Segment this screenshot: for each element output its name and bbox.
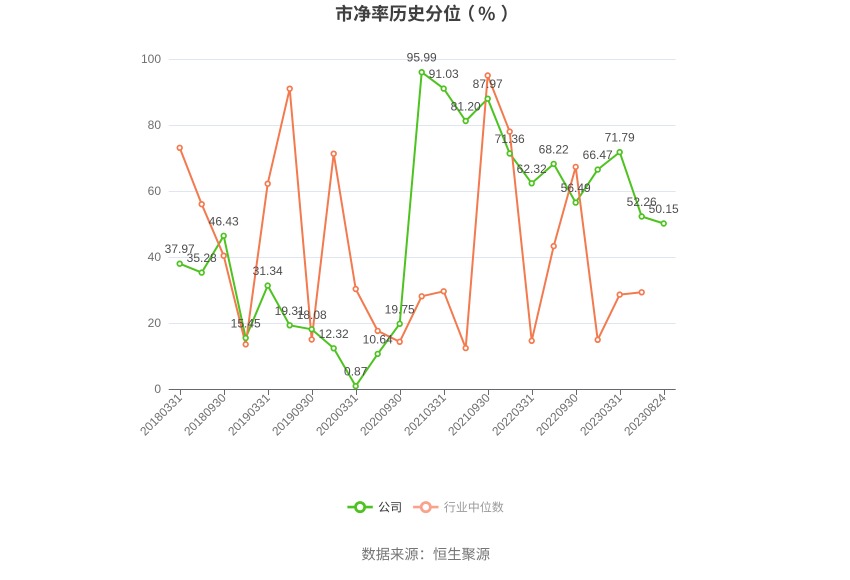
svg-text:46.43: 46.43 [209, 214, 239, 228]
svg-text:20: 20 [148, 316, 162, 330]
svg-text:56.49: 56.49 [561, 181, 591, 195]
svg-text:37.97: 37.97 [165, 242, 195, 256]
svg-text:95.99: 95.99 [407, 51, 437, 65]
svg-text:68.22: 68.22 [539, 142, 569, 156]
svg-text:40: 40 [148, 250, 162, 264]
svg-text:15.45: 15.45 [231, 317, 261, 331]
svg-text:66.47: 66.47 [583, 148, 613, 162]
svg-text:52.26: 52.26 [627, 195, 657, 209]
svg-text:71.36: 71.36 [495, 132, 525, 146]
svg-text:0.87: 0.87 [344, 365, 368, 379]
svg-text:91.03: 91.03 [429, 67, 459, 81]
svg-text:18.08: 18.08 [297, 308, 327, 322]
svg-text:0: 0 [154, 382, 161, 396]
svg-text:31.34: 31.34 [253, 264, 283, 278]
svg-text:50.15: 50.15 [649, 202, 679, 216]
svg-text:100: 100 [141, 52, 161, 66]
svg-text:12.32: 12.32 [319, 327, 349, 341]
svg-text:60: 60 [148, 184, 162, 198]
svg-text:71.79: 71.79 [605, 131, 635, 145]
svg-text:35.28: 35.28 [187, 251, 217, 265]
svg-text:81.20: 81.20 [451, 100, 481, 114]
svg-text:62.32: 62.32 [517, 162, 547, 176]
svg-text:80: 80 [148, 118, 162, 132]
svg-text:87.97: 87.97 [473, 77, 503, 91]
svg-text:19.75: 19.75 [385, 302, 415, 316]
svg-text:10.64: 10.64 [363, 332, 393, 346]
svg-text:19.31: 19.31 [275, 304, 305, 318]
